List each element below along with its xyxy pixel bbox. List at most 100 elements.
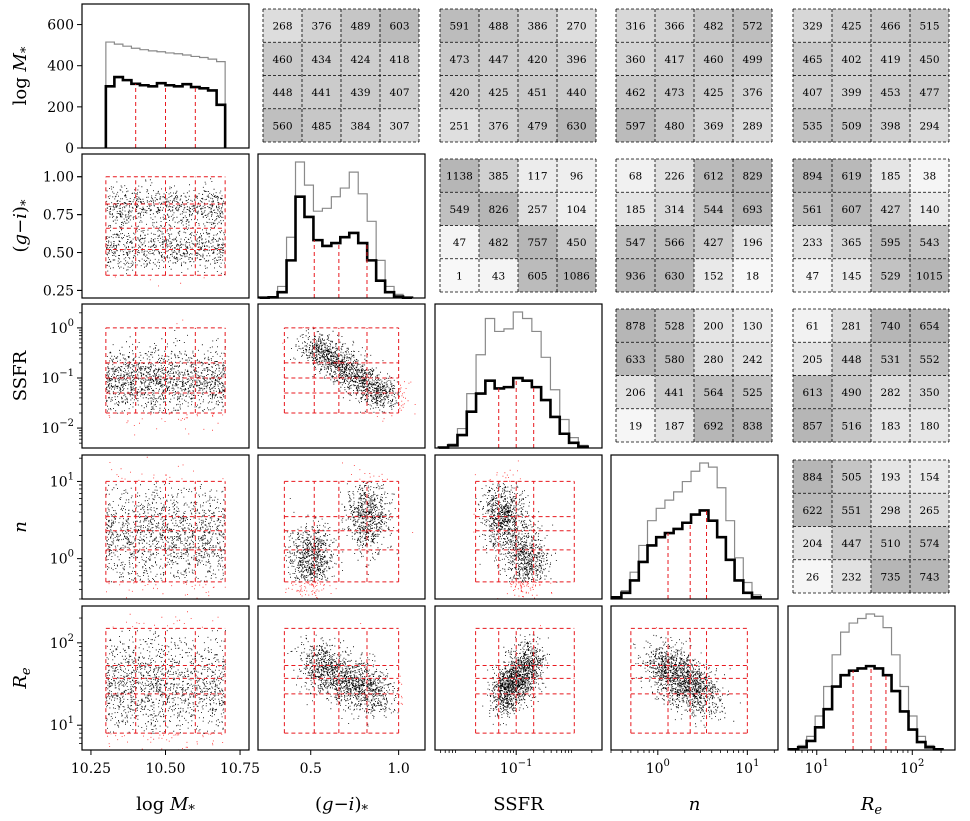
count-cell-value: 251 [449,120,469,132]
count-cell-shade [557,9,596,43]
selected-points [631,634,741,728]
count-cell-value: 294 [919,120,939,132]
count-cell-shade [910,225,949,259]
count-cell-value: 462 [625,87,645,99]
x-tick-label: 10.50 [145,761,185,777]
histogram-panel [787,605,956,751]
count-cell-shade [479,9,518,43]
count-cell-value: 622 [802,505,822,517]
histogram-panel [434,303,603,449]
count-cell-shade [655,42,694,76]
count-cell-shade [832,309,871,343]
count-cell-value: 440 [566,87,586,99]
count-cell-shade [655,375,694,409]
count-cell-shade [910,75,949,109]
count-cell-shade [655,309,694,343]
count-cell-value: 560 [272,120,292,132]
count-cell-shade [733,225,772,259]
count-cell-value: 451 [527,87,547,99]
count-cell-value: 572 [742,21,762,33]
y-axis-ticks: 101 102 [50,617,82,744]
histogram-all [438,311,589,448]
x-tick-label: 0.5 [300,761,322,777]
count-cell-shade [263,75,302,109]
panel-frame [257,605,426,751]
count-cell-value: 460 [272,54,292,66]
count-cell-value: 552 [919,354,939,366]
count-cell-shade [733,375,772,409]
count-cell-value: 564 [703,387,723,399]
count-cell-value: 419 [880,54,900,66]
count-cell-shade [302,75,341,109]
y-tick-label: 100 [50,318,74,337]
count-cell-value: 591 [449,21,469,33]
count-cell-value: 384 [350,120,370,132]
count-cell-value: 180 [919,420,939,432]
count-cell-shade [871,258,910,292]
count-cell-shade [302,108,341,142]
count-cell-value: 460 [703,54,723,66]
count-cell-value: 510 [880,538,900,550]
y-tick-label: 101 [50,471,74,490]
panel-frame [434,454,603,600]
histogram-selected [258,195,414,300]
y-axis-ticks: 0 200 400 600 [47,18,82,157]
count-cell-value: 47 [806,270,819,282]
count-cell-shade [793,526,832,560]
count-cell-value: 427 [703,237,723,249]
count-cell-value: 196 [742,237,762,249]
count-cell-value: 329 [802,21,822,33]
count-cell-shade [733,192,772,226]
histogram-all [105,41,226,148]
y-axis-label: (g−i)* [10,199,34,252]
count-cell-value: 268 [272,21,292,33]
count-cell-value: 265 [919,505,939,517]
count-cell-shade [733,408,772,442]
count-cell-value: 298 [880,505,900,517]
count-cell-value: 376 [742,87,762,99]
count-cell-value: 630 [664,270,684,282]
y-tick-label: 10−2 [41,418,74,437]
x-axis-label: Re [860,794,883,818]
count-cell-value: 425 [841,21,861,33]
count-cell-shade [910,493,949,527]
count-cell-value: 516 [841,420,861,432]
count-cell-shade [616,9,655,43]
count-cell-shade [832,460,871,494]
count-cell-shade [655,342,694,376]
histogram-panel [610,454,779,600]
count-cell-value: 104 [566,204,586,216]
count-cell-shade [871,42,910,76]
x-tick-label: 101 [735,758,759,777]
count-cell-shade [910,108,949,142]
x-tick-label: 1.0 [387,761,409,777]
count-cell-value: 270 [566,21,586,33]
count-cell-value: 233 [802,237,822,249]
count-cell-value: 439 [350,87,370,99]
y-tick-label: 0.75 [43,208,74,224]
outlier-points [285,462,414,599]
count-cell-value: 499 [742,54,762,66]
count-cell-shade [793,342,832,376]
count-cell-shade [871,460,910,494]
count-cell-shade [518,75,557,109]
outlier-points [540,625,541,627]
y-tick-label: 600 [47,18,74,34]
x-tick-label: 10.25 [71,761,111,777]
count-cell-shade [793,75,832,109]
count-cell-shade [380,75,419,109]
count-cell-shade [910,559,949,593]
count-cell-value: 242 [742,354,762,366]
count-cell-shade [440,258,479,292]
count-cell-value: 757 [527,237,547,249]
scatter-panel [610,605,779,751]
scatter-panel [434,605,603,751]
scatter-points [287,623,403,727]
y-tick-label: 100 [50,549,74,568]
count-cell-value: 385 [488,171,508,183]
x-axis-ticks: 101 102 [795,750,942,777]
count-cell-value: 420 [449,87,469,99]
x-tick-label: 102 [900,758,924,777]
panel-frame [787,605,956,751]
y-axis-ticks: 100 101 [50,457,82,600]
